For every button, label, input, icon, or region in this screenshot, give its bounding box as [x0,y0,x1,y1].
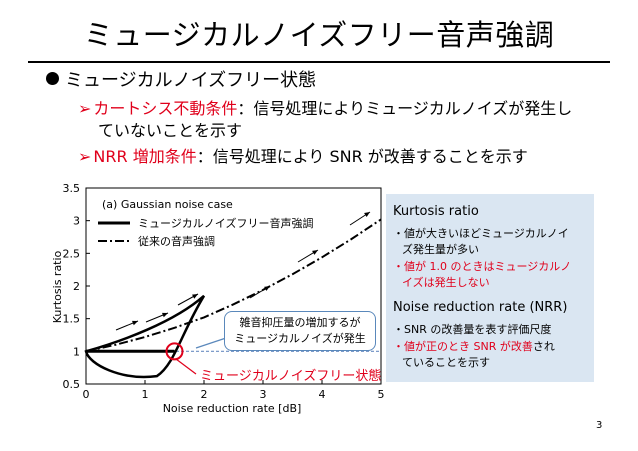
kurtosis-note-3: ・値が 1.0 のときはミュージカルノ [393,260,572,273]
x-tick-label: 5 [378,388,385,401]
y-tick-label: 3 [73,215,80,228]
x-tick-label: 2 [201,388,208,401]
series-loop-curve [84,294,206,379]
sub-bullet-nrr: ➢ NRR 増加条件：信号処理により SNR が改善することを示す [78,146,528,168]
legend-series-2: 従来の音声強調 [138,234,215,248]
chart-title: (a) Gaussian noise case [102,198,233,211]
callout-box: 雑音抑圧量の増加するが ミュージカルノイズが発生 [224,311,376,351]
kurtosis-ratio-heading: Kurtosis ratio [393,204,479,219]
kurtosis-condition-text-cont: ていないことを示す [98,121,243,140]
sub-bullet-kurtosis: ➢ カートシス不動条件：信号処理によりミュージカルノイズが発生し [78,98,572,120]
kurtosis-note-4: イズは発生しない [402,276,490,289]
arrow-4-head [264,286,270,291]
callout-pointer [195,337,227,349]
x-tick-label: 0 [83,388,90,401]
nrr-note-1: ・SNR の改善量を表す評価尺度 [393,323,552,336]
y-tick-label: 2 [73,280,80,293]
x-tick-label: 3 [260,388,267,401]
title-underline [28,61,610,63]
musical-noise-free-marker [165,342,184,361]
x-tick-label: 1 [142,388,149,401]
kurtosis-note-1: ・値が大きいほどミュージカルノイ [393,227,569,240]
y-tick-label: 1.5 [63,313,81,326]
series-conventional-line [85,218,382,353]
nrr-note-3: ていることを示す [402,356,490,369]
chart-ticks: 0 1 2 3 4 5 0.5 1 1.5 2 2.5 3 3.5 [63,182,385,401]
callout-line-1: 雑音抑圧量の増加するが [239,316,361,329]
page-number: 3 [596,420,603,431]
nrr-condition-label: NRR 増加条件 [93,147,197,166]
x-axis-label: Noise reduction rate [dB] [163,402,302,415]
arrow-3-head [192,294,198,299]
nrr-note-2-red: ・値が正のとき SNR が改善 [393,340,533,353]
chart-series [84,218,382,379]
musical-noise-free-state-label: ミュージカルノイズフリー状態 [200,369,382,384]
y-tick-label: 1 [73,345,80,358]
nrr-heading: Noise reduction rate (NRR) [393,300,568,315]
nrr-note-2-rest: され [532,340,555,353]
nrr-note-2: ・値が正のとき SNR が改善され [393,338,555,354]
nrr-condition-text: ：信号処理により SNR が改善することを示す [196,147,528,166]
info-panel [386,194,594,382]
kurtosis-condition-text: ：信号処理によりミュージカルノイズが発生し [237,99,573,118]
main-bullet-text: ミュージカルノイズフリー状態 [65,70,317,91]
y-tick-label: 2.5 [63,247,81,260]
arrow-5-head [312,250,318,255]
marker-pointer-line [176,358,197,375]
x-tick-label: 4 [319,388,326,401]
arrow-2-head [162,312,168,318]
y-tick-label: 3.5 [63,182,81,195]
y-axis-label: Kurtosis ratio [51,250,64,323]
main-bullet: ミュージカルノイズフリー状態 [46,66,316,92]
callout-line-2: ミュージカルノイズが発生 [234,332,366,345]
y-tick-label: 0.5 [63,378,81,391]
arrow-bullet-icon: ➢ [78,147,92,166]
chart-decorations [115,211,371,375]
bullet-dot-icon [46,72,59,85]
legend-series-1: ミュージカルノイズフリー音声強調 [138,216,313,230]
arrow-6-head [364,212,370,217]
arrow-1-head [132,320,138,326]
arrow-bullet-icon: ➢ [78,99,92,118]
kurtosis-condition-label: カートシス不動条件 [93,99,238,118]
page-title: ミュージカルノイズフリー音声強調 [83,18,555,52]
kurtosis-note-2: ズ発生量が多い [402,243,479,256]
